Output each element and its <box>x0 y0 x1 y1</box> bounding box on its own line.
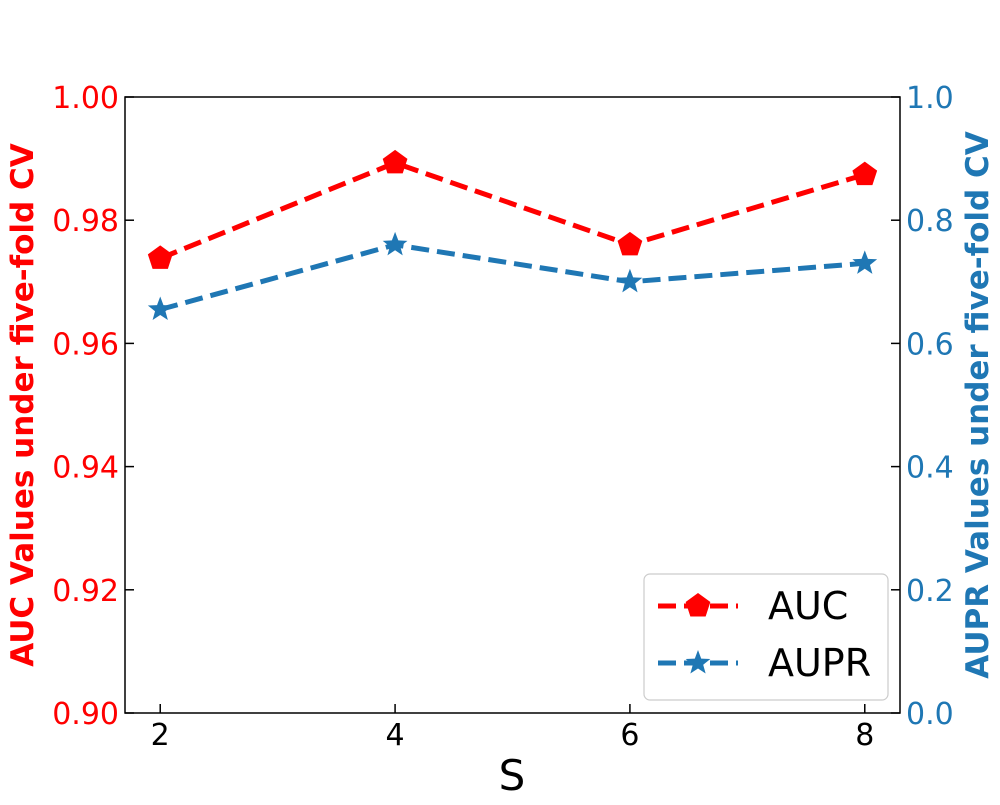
legend-auc-label: AUC <box>768 584 848 628</box>
right-tick-label: 0.4 <box>906 451 954 486</box>
legend-aupr-label: AUPR <box>768 641 871 685</box>
aupr-line <box>159 242 865 312</box>
left-tick-label: 0.96 <box>52 327 119 362</box>
right-axis-ticks: 0.0 0.2 0.4 0.6 0.8 1.0 <box>891 81 954 732</box>
series-auc <box>147 149 878 269</box>
right-y-axis-label: AUPR Values under five-fold CV <box>960 131 996 678</box>
series-layer <box>147 149 878 321</box>
auc-point <box>147 245 173 269</box>
left-tick-label: 0.92 <box>52 574 119 609</box>
left-tick-label: 0.98 <box>52 204 119 239</box>
left-tick-label: 1.00 <box>52 81 119 116</box>
right-tick-label: 0.0 <box>906 697 954 732</box>
legend-aupr-marker <box>685 650 711 674</box>
series-aupr <box>147 231 878 321</box>
left-tick-label: 0.94 <box>52 451 119 486</box>
x-tick-label: 6 <box>620 718 639 753</box>
auc-line <box>159 160 866 261</box>
aupr-point <box>147 296 173 321</box>
right-tick-label: 0.2 <box>906 574 954 609</box>
auc-point <box>382 149 408 174</box>
right-tick-label: 0.6 <box>906 327 954 362</box>
aupr-point <box>617 268 643 293</box>
x-axis-ticks: 2 4 6 8 <box>151 704 874 753</box>
x-axis-label: S <box>499 751 526 800</box>
x-tick-label: 4 <box>386 718 405 753</box>
plot-area-frame <box>124 96 901 714</box>
legend: AUC AUPR <box>643 573 889 701</box>
right-tick-label: 0.8 <box>906 204 954 239</box>
aupr-point <box>852 250 878 274</box>
auc-point <box>617 231 643 256</box>
legend-entries: AUC AUPR <box>658 584 871 685</box>
right-tick-label: 1.0 <box>906 81 954 116</box>
x-tick-label: 2 <box>151 718 170 753</box>
left-axis-ticks: 0.90 0.92 0.94 0.96 0.98 1.00 <box>52 81 134 732</box>
left-y-axis-label: AUC Values under five-fold CV <box>5 143 41 667</box>
auc-point <box>852 161 878 186</box>
left-tick-label: 0.90 <box>52 697 119 732</box>
x-tick-label: 8 <box>855 718 874 753</box>
aupr-point <box>382 231 408 256</box>
legend-auc-marker <box>685 593 711 617</box>
